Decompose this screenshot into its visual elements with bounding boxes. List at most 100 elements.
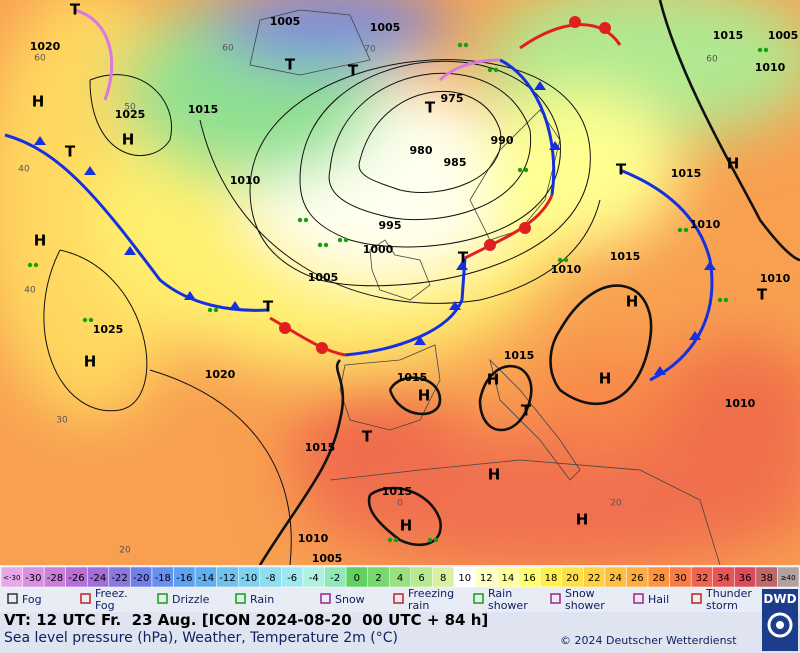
rain-dot bbox=[213, 307, 219, 313]
pressure-center: H bbox=[32, 93, 45, 111]
rain-dot bbox=[387, 537, 393, 543]
temperature-label: 20 bbox=[119, 546, 131, 556]
warm-front bbox=[464, 194, 554, 260]
isobar-label: 1000 bbox=[363, 243, 394, 256]
rain-dot bbox=[393, 537, 399, 543]
scale-label: 2 bbox=[375, 573, 381, 584]
pressure-center: T bbox=[70, 1, 81, 19]
pressure-center: T bbox=[425, 99, 436, 117]
scale-label: 34 bbox=[717, 573, 730, 584]
isobar-label: 1010 bbox=[760, 272, 791, 285]
pressure-center: H bbox=[727, 155, 740, 173]
weather-label: Fog bbox=[22, 593, 42, 606]
pressure-center: H bbox=[487, 371, 500, 389]
rain-dot bbox=[323, 242, 329, 248]
scale-label: -2 bbox=[330, 573, 340, 584]
temperature-label: 60 bbox=[34, 54, 46, 64]
weather-label: Freezing rain bbox=[408, 587, 454, 612]
scale-label: 0 bbox=[354, 573, 360, 584]
coastline bbox=[489, 358, 581, 481]
temperature-label: 20 bbox=[610, 499, 622, 509]
scale-label: 10 bbox=[458, 573, 471, 584]
scale-label: -8 bbox=[266, 573, 276, 584]
very-cold-area bbox=[210, 0, 450, 65]
scale-label: -24 bbox=[90, 573, 106, 584]
rain-dot bbox=[303, 217, 309, 223]
pressure-center: H bbox=[576, 511, 589, 529]
isobar-label: 1005 bbox=[370, 21, 401, 34]
isobar-label: 1015 bbox=[504, 349, 535, 362]
weather-label: Thunder storm bbox=[705, 587, 752, 612]
cold-front bbox=[4, 133, 269, 312]
front-triangle bbox=[124, 246, 136, 255]
occluded-front bbox=[74, 8, 114, 101]
logo-dot bbox=[776, 621, 784, 629]
pressure-center: T bbox=[616, 161, 627, 179]
pressure-center: T bbox=[362, 428, 373, 446]
weather-label: Freez. Fog bbox=[95, 587, 128, 612]
weather-label: Snow shower bbox=[565, 587, 605, 612]
temperature-label: 40 bbox=[24, 286, 36, 296]
scale-label: 38 bbox=[760, 573, 773, 584]
isobar bbox=[199, 119, 601, 304]
scale-label: -28 bbox=[47, 573, 63, 584]
weather-icon bbox=[633, 593, 644, 604]
copyright: © 2024 Deutscher Wetterdienst bbox=[560, 634, 737, 647]
front-triangle bbox=[414, 336, 426, 345]
scale-label: ≥40 bbox=[781, 574, 796, 582]
front-triangle bbox=[34, 136, 46, 145]
isobar bbox=[89, 74, 172, 156]
isobar-label: 1020 bbox=[30, 40, 61, 53]
pressure-center: H bbox=[626, 293, 639, 311]
dwd-logo: DWD bbox=[762, 589, 798, 651]
pressure-center: H bbox=[599, 370, 612, 388]
isobar bbox=[658, 0, 800, 262]
weather-icon bbox=[550, 593, 561, 604]
isobar-label: 995 bbox=[379, 219, 402, 232]
scale-label: -4 bbox=[309, 573, 319, 584]
rain-dot bbox=[683, 227, 689, 233]
logo-text: DWD bbox=[763, 592, 797, 606]
scale-label: -30 bbox=[25, 573, 41, 584]
map: 1005 1005 1015 1005 1010 1020 1025 1015 975 990 98… bbox=[0, 0, 800, 565]
scale-label: 14 bbox=[501, 573, 514, 584]
scale-label: -12 bbox=[219, 573, 235, 584]
scale-label: -22 bbox=[111, 573, 127, 584]
rain-dot bbox=[517, 167, 523, 173]
hot-area bbox=[530, 350, 670, 450]
front-semicircle bbox=[484, 239, 496, 251]
coastline bbox=[369, 239, 431, 301]
weather-icon bbox=[320, 593, 331, 604]
scale-label: 26 bbox=[631, 573, 644, 584]
isobar bbox=[388, 376, 442, 416]
scale-cell bbox=[777, 566, 800, 588]
isobar-label: 1015 bbox=[305, 441, 336, 454]
pressure-center: T bbox=[757, 286, 768, 304]
rain-dot bbox=[457, 42, 463, 48]
temperature-label: 60 bbox=[706, 55, 718, 65]
scale-label: 22 bbox=[588, 573, 601, 584]
isobar-label: 1005 bbox=[308, 271, 339, 284]
rain-dot bbox=[757, 47, 763, 53]
isobar-label: 1010 bbox=[551, 263, 582, 276]
rain-dot bbox=[337, 237, 343, 243]
isobar-label: 1005 bbox=[768, 29, 799, 42]
rain-dot bbox=[317, 242, 323, 248]
isobar-label: 1010 bbox=[298, 532, 329, 545]
pressure-center: H bbox=[418, 387, 431, 405]
rain-dot bbox=[493, 67, 499, 73]
pressure-center: H bbox=[488, 466, 501, 484]
weather-icon bbox=[473, 593, 484, 604]
legend: <-30 -30 -28 -26 -24 -22 -20 -18 -16 -14 -12 -10 -8-… bbox=[0, 565, 800, 612]
rain-dot bbox=[557, 257, 563, 263]
temperature-label: 30 bbox=[56, 416, 68, 426]
rain-dot bbox=[207, 307, 213, 313]
front-triangle bbox=[534, 81, 546, 90]
isobar bbox=[249, 59, 591, 287]
scale-label: -14 bbox=[198, 573, 214, 584]
pressure-center: H bbox=[84, 353, 97, 371]
rain-dot bbox=[763, 47, 769, 53]
isobar-label: 1010 bbox=[230, 174, 261, 187]
occluded-front bbox=[438, 58, 501, 82]
